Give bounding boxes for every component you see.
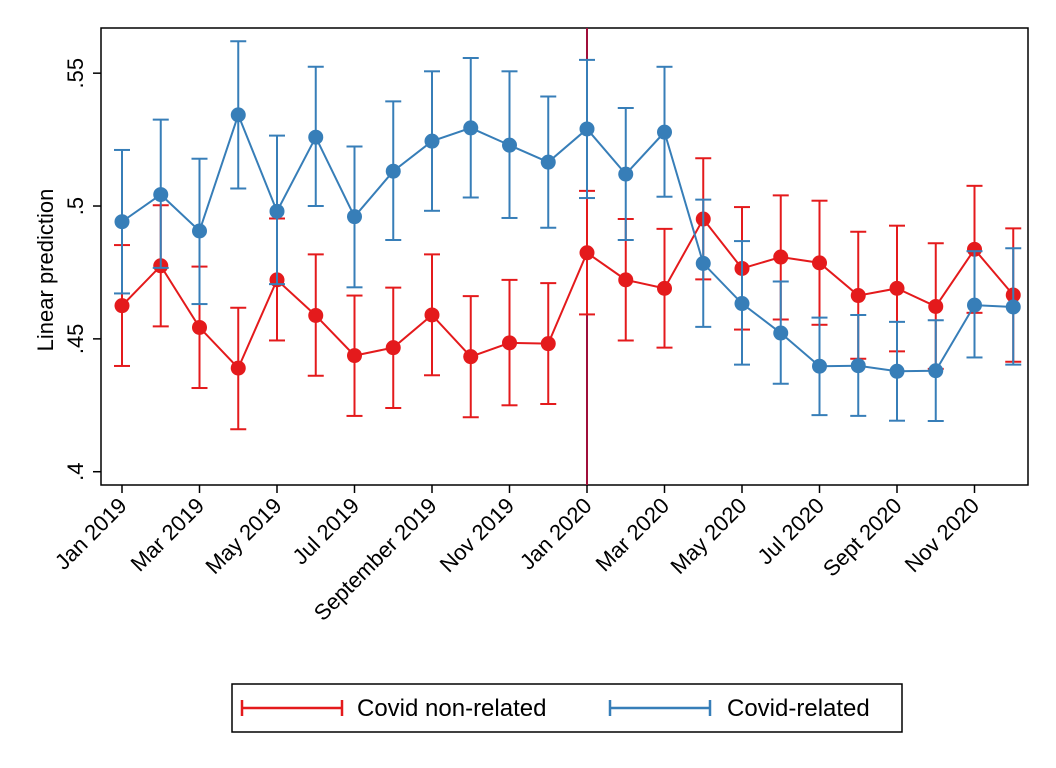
y-tick-label: .45 [63,324,88,355]
data-point [347,348,362,364]
data-point [579,245,595,261]
legend-label-covid-non-related: Covid non-related [357,695,546,722]
data-point [889,363,905,379]
data-point [928,298,944,314]
data-point [540,154,556,170]
data-point [424,307,440,323]
data-point [153,187,169,203]
data-point [579,121,595,137]
data-point [114,214,130,230]
data-point [192,319,207,335]
data-point [695,255,711,271]
series-covid-related [114,40,1022,422]
data-point [230,360,246,376]
data-point [618,272,634,288]
data-point [967,297,982,313]
data-point [812,255,827,271]
data-point [618,166,634,182]
data-point [347,209,362,225]
data-point [308,129,324,145]
data-point [463,120,479,136]
y-axis-title: Linear prediction [33,189,58,352]
data-point [773,325,789,341]
data-point [850,288,866,304]
data-point [812,358,827,374]
data-point [502,137,517,153]
data-point [424,133,440,149]
data-point [734,296,750,312]
data-point [889,280,905,296]
data-point [657,124,672,140]
data-point [269,203,285,219]
plot-area [100,27,1029,486]
data-point [967,241,982,257]
data-point [850,358,866,374]
y-tick-label: .4 [63,463,88,481]
series-covid-non-related [114,157,1022,431]
data-point [1005,299,1021,315]
data-point [540,336,556,352]
data-point [463,349,479,365]
data-point [114,298,130,314]
data-point [230,107,246,123]
y-tick-label: .5 [63,197,88,215]
data-point [773,249,789,265]
legend: Covid non-related Covid-related [231,683,903,733]
data-point [385,163,401,179]
plot-frame [100,27,1029,486]
legend-label-covid-related: Covid-related [727,695,870,722]
data-point [928,363,944,379]
y-tick-label: .55 [63,58,88,89]
data-point [657,280,672,296]
legend-box [231,683,903,733]
data-point [502,335,517,351]
data-point [385,340,401,356]
data-point [308,307,324,323]
data-point [192,223,207,239]
